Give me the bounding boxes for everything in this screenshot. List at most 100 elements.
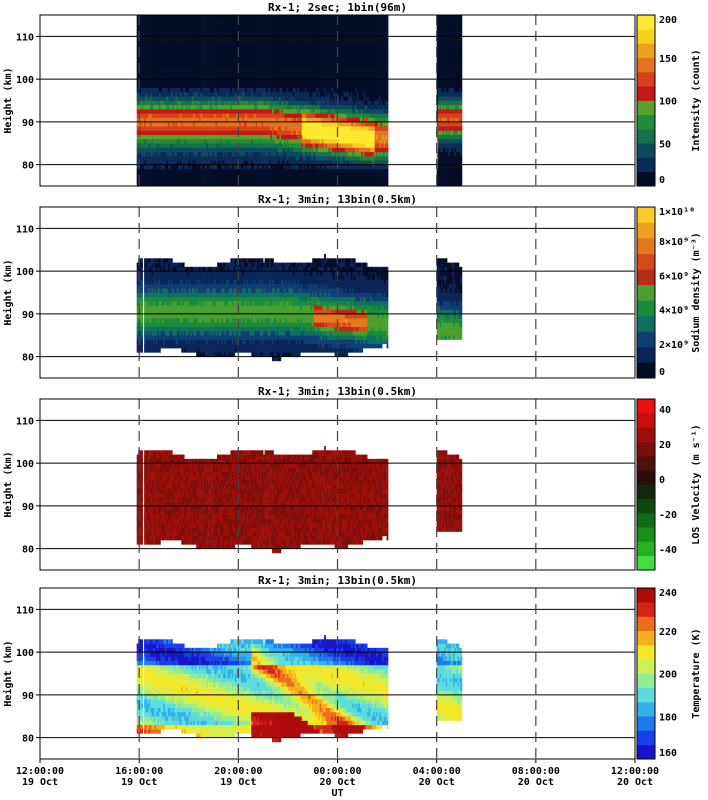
- heatmap-cell: [230, 40, 233, 46]
- heatmap-cell: [231, 96, 234, 101]
- heatmap-cell: [172, 49, 175, 54]
- heatmap-cell: [161, 79, 164, 84]
- heatmap-cell: [170, 79, 173, 84]
- heatmap-cell: [142, 160, 145, 165]
- heatmap-cell: [214, 44, 216, 50]
- heatmap-cell: [231, 70, 234, 76]
- heatmap-cell: [136, 134, 139, 140]
- heatmap-cell: [240, 83, 243, 88]
- heatmap-cell: [231, 164, 234, 170]
- heatmap-cell: [258, 147, 261, 153]
- heatmap-cell: [144, 138, 146, 144]
- heatmap-cell: [205, 164, 207, 170]
- heatmap-cell: [160, 113, 163, 118]
- heatmap-cell: [260, 19, 262, 24]
- heatmap-cell: [282, 173, 285, 178]
- heatmap-cell: [203, 181, 206, 187]
- heatmap-cell: [147, 15, 149, 20]
- heatmap-cell: [224, 32, 227, 37]
- heatmap-cell: [193, 91, 195, 97]
- heatmap-cell: [258, 27, 261, 33]
- heatmap-cell: [258, 36, 261, 41]
- heatmap-cell: [167, 70, 170, 76]
- heatmap-cell: [173, 104, 176, 110]
- heatmap-cell: [279, 53, 282, 59]
- heatmap-cell: [236, 57, 239, 63]
- heatmap-cell: [188, 27, 191, 33]
- heatmap-cell: [148, 168, 151, 174]
- heatmap-cell: [188, 70, 191, 76]
- heatmap-cell: [185, 74, 188, 80]
- heatmap-cell: [280, 15, 283, 20]
- heatmap-cell: [211, 113, 213, 118]
- heatmap-cell: [141, 66, 143, 71]
- heatmap-cell: [212, 126, 215, 131]
- heatmap-cell: [267, 100, 270, 106]
- heatmap-cell: [248, 151, 251, 157]
- heatmap-cell: [151, 19, 154, 24]
- heatmap-cell: [251, 126, 254, 131]
- heatmap-cell: [237, 23, 240, 29]
- heatmap-cell: [187, 74, 190, 80]
- heatmap-cell: [164, 83, 167, 88]
- heatmap-cell: [188, 15, 191, 20]
- heatmap-cell: [170, 160, 173, 165]
- heatmap-cell: [142, 19, 145, 24]
- heatmap-cell: [159, 177, 161, 183]
- heatmap-cell: [257, 151, 259, 157]
- heatmap-cell: [156, 53, 158, 59]
- heatmap-cell: [237, 40, 240, 46]
- heatmap-cell: [282, 66, 285, 71]
- heatmap-cell: [270, 27, 273, 33]
- heatmap-cell: [242, 40, 245, 46]
- heatmap-cell: [260, 49, 262, 54]
- heatmap-cell: [264, 19, 267, 24]
- heatmap-cell: [178, 138, 181, 144]
- heatmap-cell: [205, 79, 207, 84]
- heatmap-cell: [266, 32, 268, 37]
- heatmap-cell: [260, 83, 262, 88]
- heatmap-cell: [225, 164, 228, 170]
- heatmap-cell: [194, 177, 197, 183]
- heatmap-cell: [194, 109, 197, 114]
- heatmap-cell: [239, 168, 242, 174]
- heatmap-cell: [160, 57, 163, 63]
- heatmap-cell: [167, 104, 170, 110]
- heatmap-cell: [269, 66, 271, 71]
- heatmap-cell: [248, 57, 251, 63]
- heatmap-cell: [261, 70, 264, 76]
- heatmap-cell: [203, 15, 206, 20]
- heatmap-cell: [270, 83, 273, 88]
- heatmap-cell: [215, 104, 218, 110]
- heatmap-cell: [240, 138, 243, 144]
- heatmap-cell: [214, 160, 216, 165]
- heatmap-cell: [196, 87, 198, 93]
- heatmap-cell: [282, 70, 285, 76]
- heatmap-cell: [144, 91, 146, 97]
- heatmap-cell: [159, 164, 161, 170]
- heatmap-cell: [148, 109, 151, 114]
- heatmap-cell: [236, 40, 239, 46]
- heatmap-cell: [170, 113, 173, 118]
- heatmap-cell: [236, 117, 239, 123]
- heatmap-cell: [266, 49, 268, 54]
- heatmap-cell: [221, 113, 224, 118]
- heatmap-cell: [231, 32, 234, 37]
- heatmap-cell: [200, 49, 203, 54]
- heatmap-cell: [224, 168, 227, 174]
- heatmap-cell: [184, 74, 187, 80]
- heatmap-cell: [147, 160, 149, 165]
- heatmap-cell: [188, 23, 191, 29]
- heatmap-cell: [150, 143, 152, 148]
- heatmap-cell: [184, 177, 187, 183]
- heatmap-cell: [280, 40, 283, 46]
- heatmap-cell: [203, 168, 206, 174]
- heatmap-cell: [224, 62, 227, 67]
- heatmap-cell: [246, 117, 249, 123]
- heatmap-cell: [239, 36, 242, 41]
- heatmap-cell: [160, 74, 163, 80]
- heatmap-cell: [178, 109, 181, 114]
- heatmap-cell: [159, 27, 161, 33]
- heatmap-cell: [199, 104, 201, 110]
- heatmap-cell: [267, 79, 270, 84]
